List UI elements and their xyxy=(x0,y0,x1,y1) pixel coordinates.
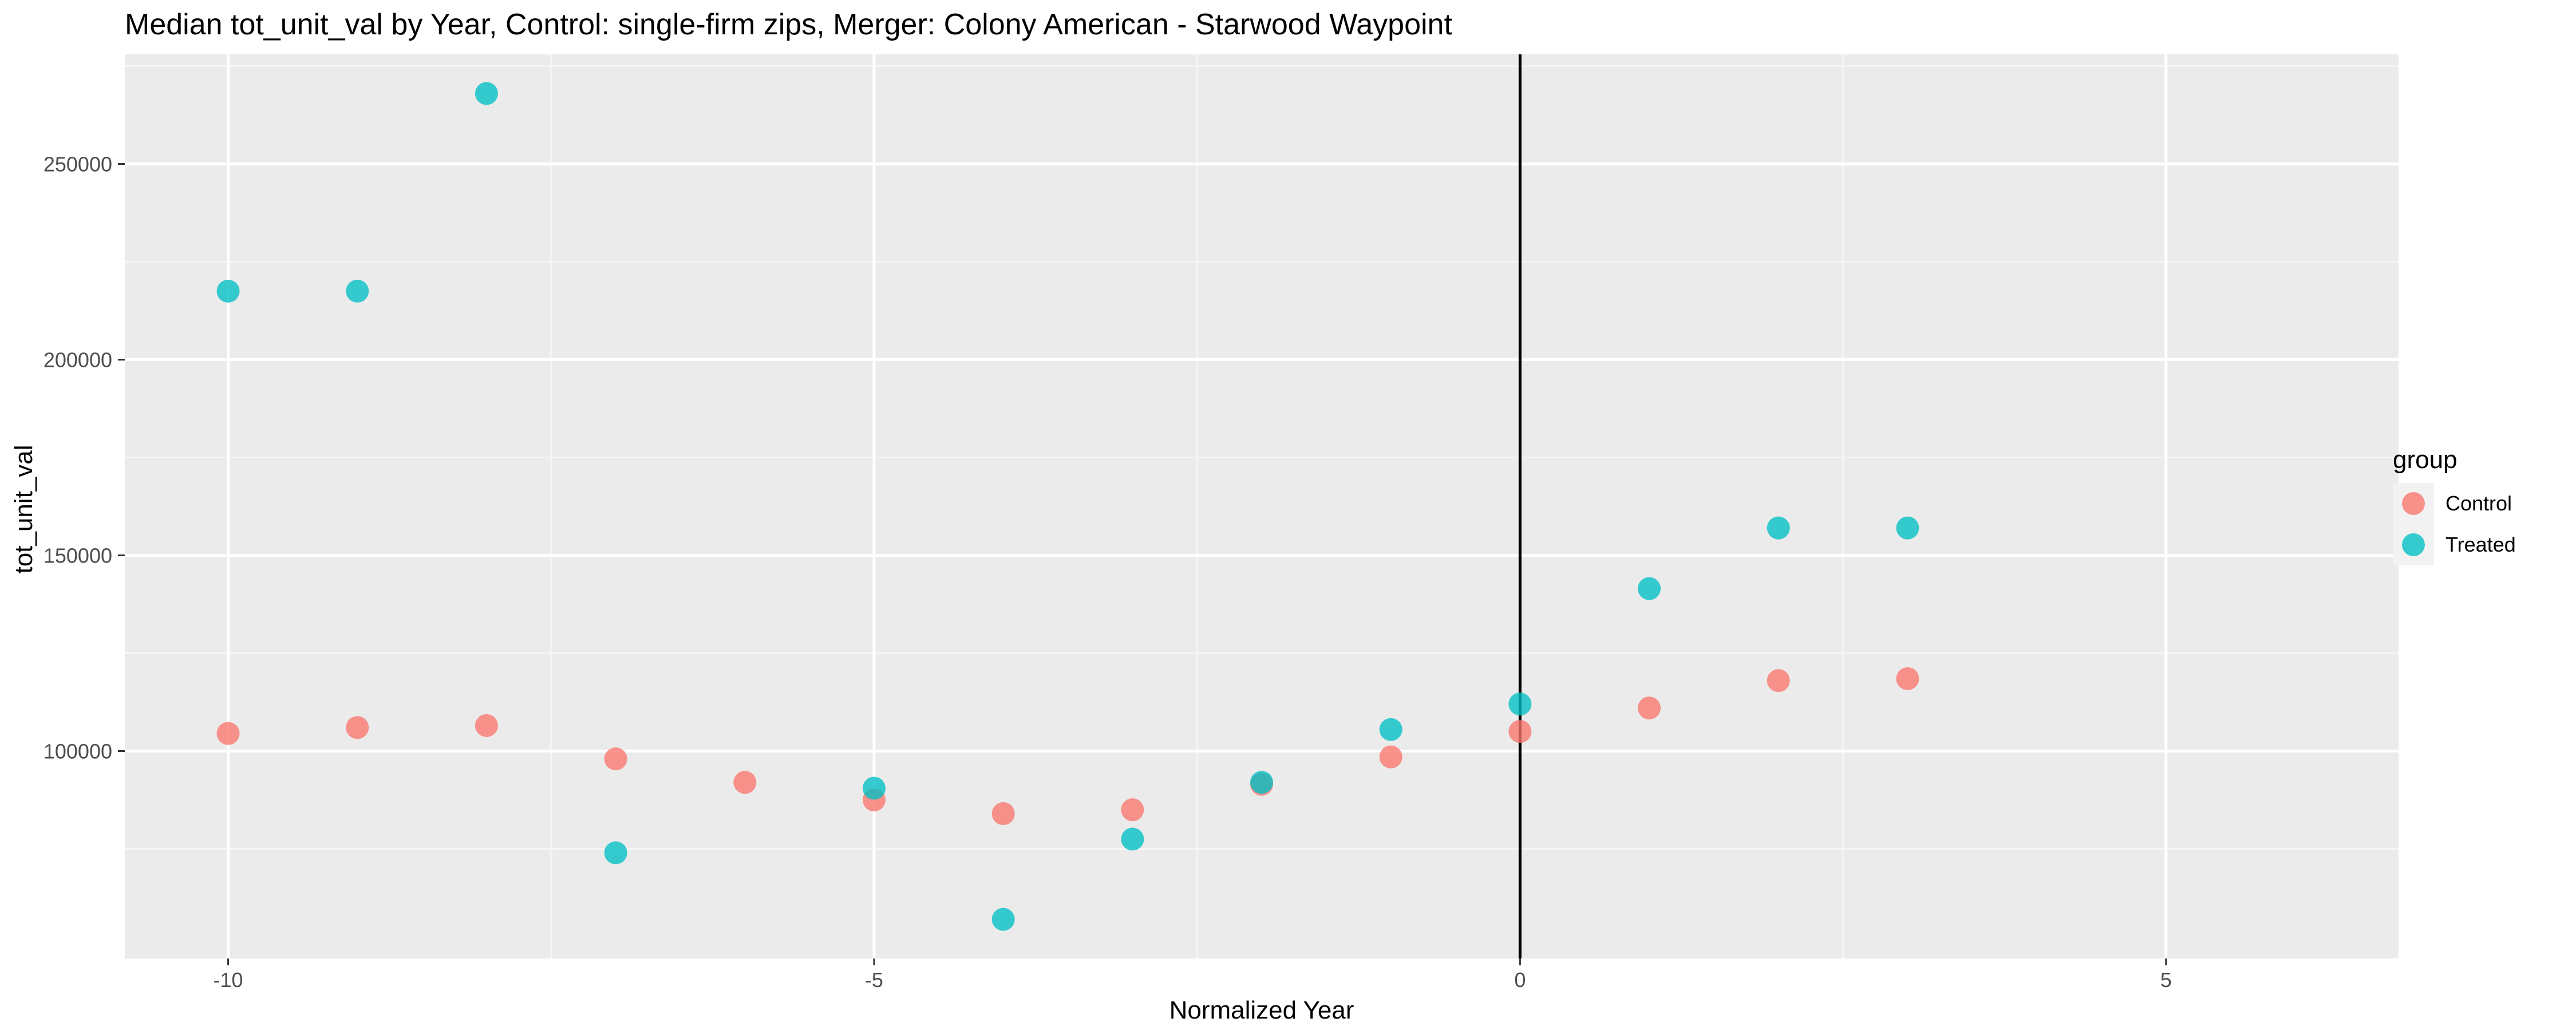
legend-key-treated xyxy=(2402,533,2425,556)
legend-label-treated: Treated xyxy=(2445,533,2516,556)
legend: group Control Treated xyxy=(2393,446,2516,565)
data-point-control xyxy=(346,716,369,739)
legend-title: group xyxy=(2393,446,2458,474)
x-axis-title: Normalized Year xyxy=(1170,996,1354,1024)
data-point-treated xyxy=(1896,516,1919,540)
data-point-treated xyxy=(1508,692,1532,716)
x-tick-label: -10 xyxy=(214,968,243,992)
y-tick-label: 100000 xyxy=(44,739,112,763)
data-point-treated xyxy=(1121,827,1144,851)
data-point-control xyxy=(733,771,757,794)
y-axis-title: tot_unit_val xyxy=(10,445,38,573)
data-point-control xyxy=(1896,667,1919,690)
data-point-control xyxy=(1767,669,1790,692)
y-axis: 100000 150000 200000 250000 xyxy=(44,153,125,763)
data-points xyxy=(216,82,1919,931)
data-point-control xyxy=(1638,696,1661,720)
x-tick-label: -5 xyxy=(865,968,883,992)
x-axis: -10 -5 0 5 xyxy=(214,958,2172,992)
data-point-treated xyxy=(475,82,498,105)
data-point-treated xyxy=(1379,718,1402,741)
data-point-control xyxy=(991,802,1015,825)
data-point-treated xyxy=(346,279,369,303)
data-point-treated xyxy=(991,908,1015,931)
y-tick-label: 200000 xyxy=(44,348,112,372)
plot-panel xyxy=(125,54,2399,958)
data-point-treated xyxy=(1638,577,1661,600)
data-point-control xyxy=(216,722,240,745)
legend-key-control xyxy=(2402,492,2425,515)
data-point-treated xyxy=(604,841,627,865)
data-point-control xyxy=(1508,720,1532,743)
data-point-treated xyxy=(862,777,886,800)
y-tick-label: 250000 xyxy=(44,153,112,176)
y-tick-label: 150000 xyxy=(44,544,112,567)
data-point-control xyxy=(604,747,627,771)
data-point-control xyxy=(1379,745,1402,768)
data-point-treated xyxy=(1767,516,1790,540)
x-tick-label: 5 xyxy=(2160,968,2172,992)
data-point-treated xyxy=(216,279,240,303)
series-treated xyxy=(216,82,1919,931)
data-point-treated xyxy=(1250,771,1273,794)
data-point-control xyxy=(475,714,498,738)
data-point-control xyxy=(1121,798,1144,822)
x-tick-label: 0 xyxy=(1514,968,1526,992)
legend-label-control: Control xyxy=(2445,492,2512,515)
chart-title: Median tot_unit_val by Year, Control: si… xyxy=(125,8,1452,41)
